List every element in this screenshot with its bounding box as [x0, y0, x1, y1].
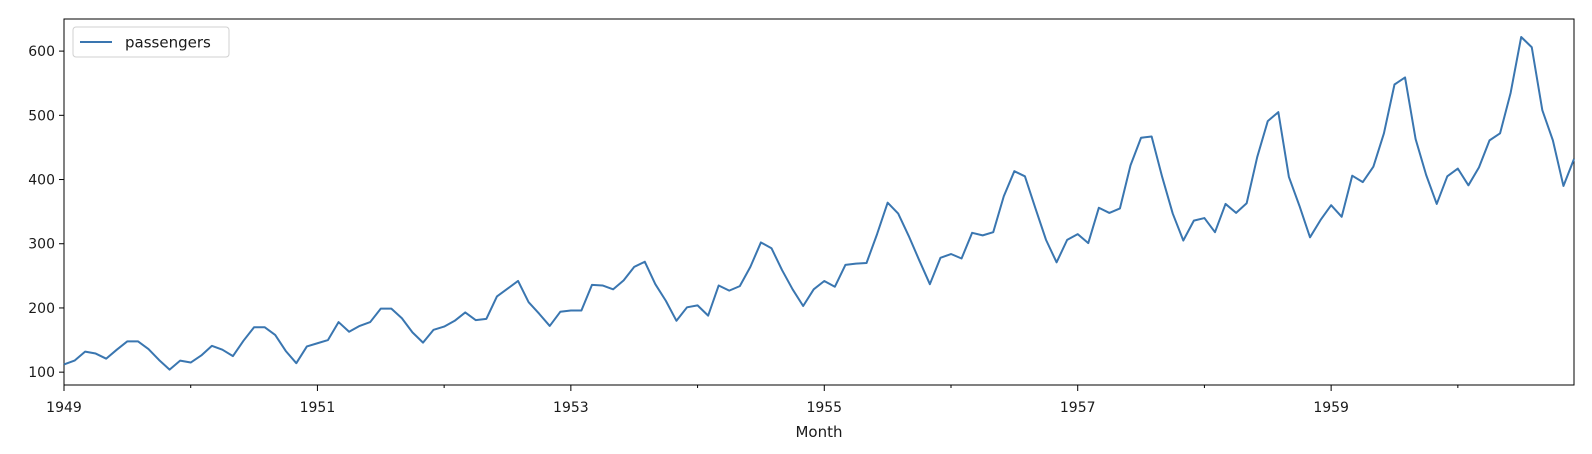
y-tick-label: 400	[28, 173, 55, 189]
x-axis: 1949 1951 1953 1955 1957 1959	[46, 385, 1459, 416]
y-axis: 100 200 300 400 500 600	[28, 44, 64, 381]
y-tick-label: 500	[28, 108, 55, 124]
x-tick-label: 1955	[806, 400, 842, 416]
y-tick-label: 100	[28, 365, 55, 381]
series-layer	[63, 35, 1575, 371]
x-tick-label: 1957	[1060, 400, 1096, 416]
legend-label-passengers: passengers	[125, 34, 211, 52]
x-tick-label: 1949	[46, 400, 82, 416]
legend: passengers	[72, 26, 230, 58]
series-line-passengers	[63, 35, 1575, 371]
x-tick-label: 1953	[553, 400, 589, 416]
y-tick-label: 200	[28, 301, 55, 317]
x-tick-label: 1951	[300, 400, 336, 416]
legend-box	[72, 26, 230, 58]
plot-frame	[63, 18, 1575, 386]
x-tick-label: 1959	[1313, 400, 1349, 416]
y-tick-label: 600	[28, 44, 55, 60]
x-axis-label: Month	[795, 423, 842, 441]
y-tick-label: 300	[28, 237, 55, 253]
